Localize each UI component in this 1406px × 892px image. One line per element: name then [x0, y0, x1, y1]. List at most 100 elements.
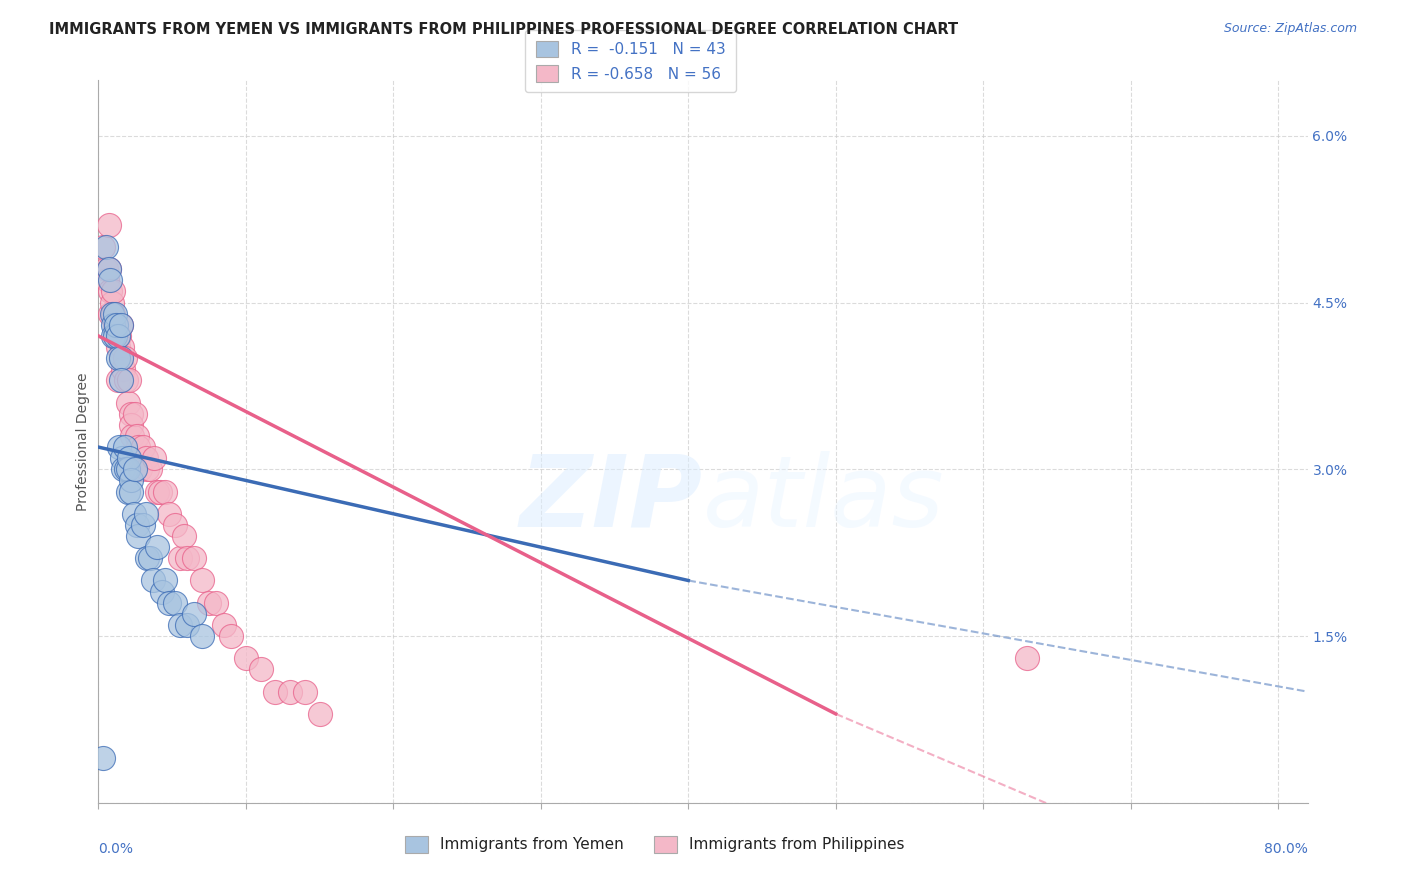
- Point: [108, 440, 131, 454]
- Point: [169, 551, 191, 566]
- Point: [122, 507, 145, 521]
- Point: [173, 529, 195, 543]
- Point: [120, 484, 142, 499]
- Point: [91, 751, 114, 765]
- Text: IMMIGRANTS FROM YEMEN VS IMMIGRANTS FROM PHILIPPINES PROFESSIONAL DEGREE CORRELA: IMMIGRANTS FROM YEMEN VS IMMIGRANTS FROM…: [49, 22, 959, 37]
- Point: [136, 551, 159, 566]
- Point: [235, 651, 257, 665]
- Point: [110, 318, 132, 332]
- Legend: Immigrants from Yemen, Immigrants from Philippines: Immigrants from Yemen, Immigrants from P…: [396, 829, 912, 860]
- Point: [169, 618, 191, 632]
- Point: [153, 574, 176, 588]
- Point: [183, 607, 205, 621]
- Point: [149, 484, 172, 499]
- Point: [118, 451, 141, 466]
- Point: [124, 462, 146, 476]
- Point: [101, 307, 124, 321]
- Point: [165, 596, 187, 610]
- Point: [105, 318, 128, 332]
- Point: [117, 462, 139, 476]
- Point: [198, 596, 221, 610]
- Point: [98, 273, 121, 287]
- Point: [118, 373, 141, 387]
- Point: [157, 507, 180, 521]
- Point: [112, 462, 135, 476]
- Point: [131, 517, 153, 532]
- Point: [1017, 651, 1039, 665]
- Point: [96, 273, 118, 287]
- Point: [146, 484, 169, 499]
- Point: [98, 285, 121, 299]
- Point: [101, 329, 124, 343]
- Point: [107, 351, 129, 366]
- Point: [205, 596, 228, 610]
- Point: [94, 262, 117, 277]
- Point: [97, 262, 120, 277]
- Point: [101, 318, 124, 332]
- Point: [153, 484, 176, 499]
- Point: [110, 351, 132, 366]
- Point: [219, 629, 242, 643]
- Point: [139, 462, 162, 476]
- Point: [127, 529, 149, 543]
- Point: [128, 462, 150, 476]
- Point: [121, 429, 143, 443]
- Point: [150, 584, 173, 599]
- Point: [135, 451, 157, 466]
- Point: [104, 318, 127, 332]
- Point: [249, 662, 271, 676]
- Point: [101, 285, 124, 299]
- Point: [139, 551, 162, 566]
- Point: [190, 574, 212, 588]
- Point: [136, 462, 159, 476]
- Point: [104, 329, 127, 343]
- Point: [115, 462, 138, 476]
- Point: [94, 240, 117, 254]
- Point: [212, 618, 235, 632]
- Point: [98, 307, 121, 321]
- Point: [125, 429, 148, 443]
- Point: [142, 574, 165, 588]
- Point: [264, 684, 287, 698]
- Point: [115, 373, 138, 387]
- Point: [110, 373, 132, 387]
- Point: [110, 351, 132, 366]
- Point: [100, 295, 122, 310]
- Point: [143, 451, 166, 466]
- Point: [278, 684, 301, 698]
- Point: [294, 684, 316, 698]
- Point: [114, 351, 136, 366]
- Point: [105, 318, 128, 332]
- Point: [114, 440, 136, 454]
- Point: [107, 340, 129, 354]
- Text: atlas: atlas: [703, 450, 945, 548]
- Point: [176, 618, 198, 632]
- Point: [111, 340, 134, 354]
- Text: 0.0%: 0.0%: [98, 842, 134, 855]
- Point: [120, 417, 142, 432]
- Point: [112, 362, 135, 376]
- Y-axis label: Professional Degree: Professional Degree: [76, 372, 90, 511]
- Point: [110, 318, 132, 332]
- Point: [135, 507, 157, 521]
- Point: [131, 440, 153, 454]
- Point: [107, 373, 129, 387]
- Point: [190, 629, 212, 643]
- Point: [124, 407, 146, 421]
- Point: [97, 262, 120, 277]
- Point: [165, 517, 187, 532]
- Point: [117, 395, 139, 409]
- Point: [183, 551, 205, 566]
- Point: [97, 218, 120, 232]
- Point: [146, 540, 169, 554]
- Point: [108, 329, 131, 343]
- Point: [120, 474, 142, 488]
- Text: Source: ZipAtlas.com: Source: ZipAtlas.com: [1223, 22, 1357, 36]
- Point: [91, 240, 114, 254]
- Point: [308, 706, 330, 721]
- Point: [111, 451, 134, 466]
- Text: ZIP: ZIP: [520, 450, 703, 548]
- Point: [104, 307, 127, 321]
- Point: [127, 440, 149, 454]
- Point: [125, 517, 148, 532]
